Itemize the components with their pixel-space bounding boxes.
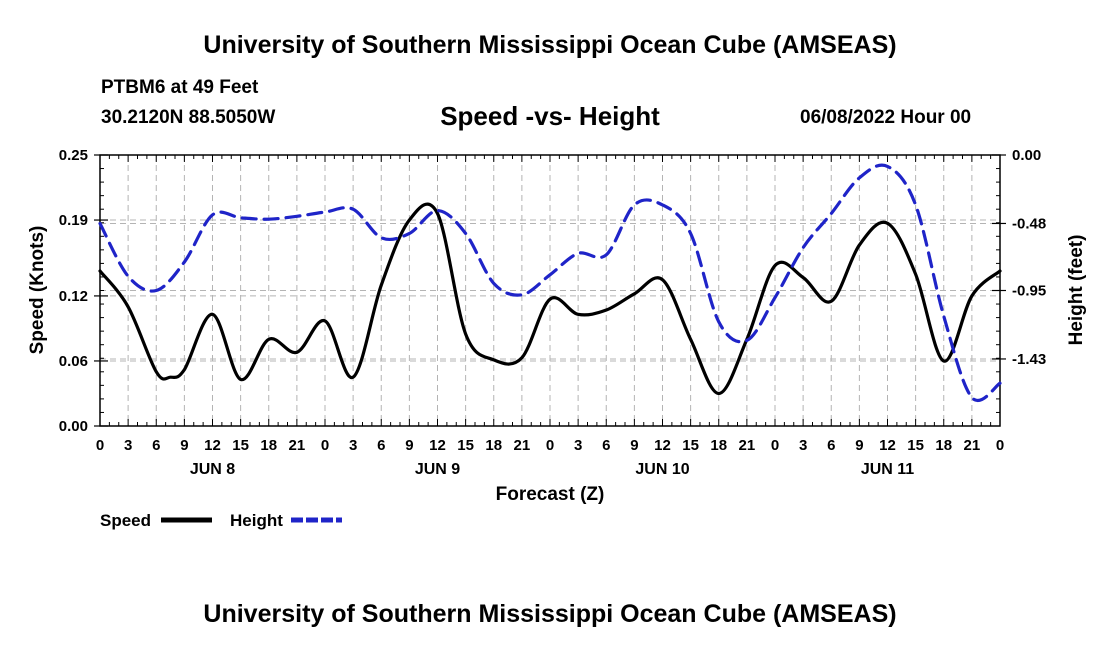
legend-label-height: Height [230,511,283,530]
chart-grid [100,155,1000,426]
x-tick-label: 15 [907,437,924,454]
y2-tick-label: 0.00 [1012,147,1041,164]
x-tick-label: 9 [630,437,638,454]
x-tick-label: 12 [654,437,671,454]
y-axis-label: Speed (Knots) [27,226,48,355]
x-tick-label: 9 [405,437,413,454]
series-line-height [98,163,1002,402]
x-tick-label: 18 [485,437,502,454]
footer-title: University of Southern Mississippi Ocean… [203,600,897,628]
x-tick-label: 12 [429,437,446,454]
x-tick-label: 0 [96,437,104,454]
x-tick-label: 18 [935,437,952,454]
y2-tick-label: -0.48 [1012,215,1046,232]
y-tick-label: 0.12 [59,288,88,305]
y-tick-label: 0.00 [59,418,88,435]
x-tick-label: 0 [996,437,1004,454]
x-tick-label: 21 [964,437,981,454]
x-tick-label: 18 [710,437,727,454]
legend-label-speed: Speed [100,511,151,530]
x-tick-label: 6 [377,437,385,454]
day-label: JUN 11 [861,461,914,478]
x-tick-label: 12 [879,437,896,454]
x-tick-label: 21 [289,437,306,454]
x-tick-label: 3 [574,437,582,454]
x-tick-label: 12 [204,437,221,454]
chart-main-title: University of Southern Mississippi Ocean… [203,31,897,59]
day-label: JUN 10 [635,461,689,478]
station-coordinates: 30.2120N 88.5050W [101,107,276,128]
day-label: JUN 8 [190,461,235,478]
x-tick-label: 3 [124,437,132,454]
station-label: PTBM6 at 49 Feet [101,77,259,98]
x-tick-label: 21 [739,437,756,454]
chart-series [98,163,1002,402]
forecast-datetime: 06/08/2022 Hour 00 [800,107,972,128]
x-tick-label: 21 [514,437,531,454]
y2-axis-label: Height (feet) [1066,235,1087,346]
y2-tick-label: -1.43 [1012,351,1046,368]
x-tick-label: 3 [349,437,357,454]
x-tick-label: 6 [602,437,610,454]
x-tick-label: 15 [232,437,249,454]
series-line-speed [98,202,1002,396]
y-tick-label: 0.19 [59,212,88,229]
x-tick-label: 0 [771,437,779,454]
x-tick-label: 6 [827,437,835,454]
legend: Speed Height [100,511,342,530]
x-tick-label: 18 [260,437,277,454]
chart-axes: 0 3 6 9 12 15 18 21 0 3 6 9 12 15 18 21 0 3 6 9 12 15 18 21 0 3 6 9… [59,147,1046,478]
x-tick-label: 0 [321,437,329,454]
x-tick-label: 9 [180,437,188,454]
x-tick-label: 6 [152,437,160,454]
day-label: JUN 9 [415,461,460,478]
chart-subtitle: Speed -vs- Height [440,101,660,131]
x-tick-label: 0 [546,437,554,454]
x-tick-label: 15 [682,437,699,454]
y2-tick-label: -0.95 [1012,283,1046,300]
x-tick-label: 15 [457,437,474,454]
y-tick-label: 0.25 [59,147,88,164]
x-axis-label: Forecast (Z) [496,484,605,505]
x-tick-label: 3 [799,437,807,454]
y-tick-label: 0.06 [59,353,88,370]
x-tick-label: 9 [855,437,863,454]
